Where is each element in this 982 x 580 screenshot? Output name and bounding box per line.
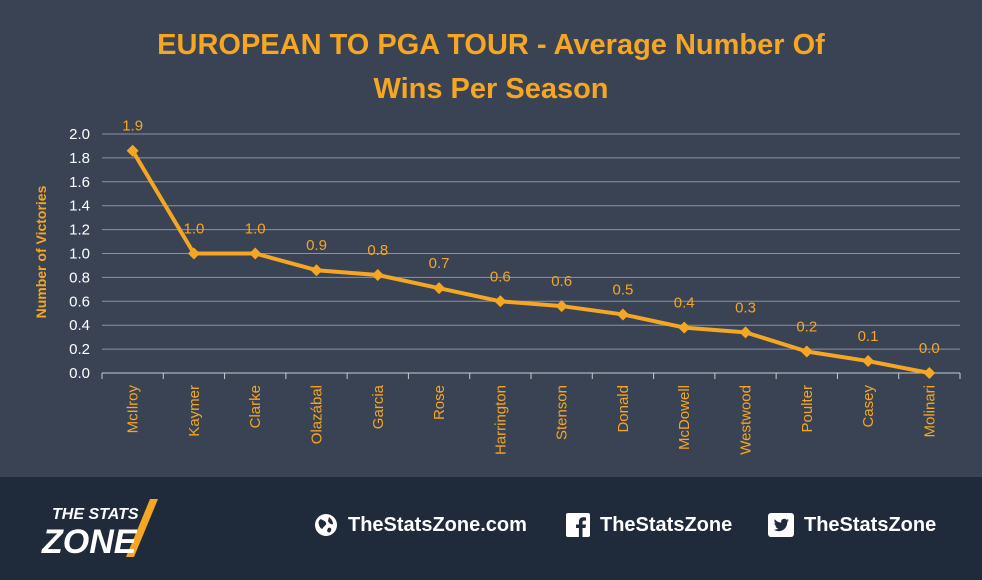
axis-layer: 0.0 0.2 0.4 0.6 0.8 1.0 1.2 1.4 1.6 1.8 2.0 McIlroy… [69, 126, 961, 455]
data-value-label: 1.0 [183, 221, 204, 238]
x-category-label: McIlroy [125, 385, 142, 434]
data-point-marker [371, 269, 384, 282]
data-value-label: 0.2 [796, 318, 817, 335]
x-category-label: Stenson [554, 385, 571, 440]
y-tick-label: 1.0 [69, 246, 90, 263]
data-point-marker [249, 247, 262, 260]
facebook-text: TheStatsZone [600, 513, 733, 536]
data-point-marker [678, 321, 691, 334]
data-point-marker [616, 308, 629, 321]
globe-icon [314, 513, 338, 537]
x-category-label: Clarke [247, 385, 264, 428]
data-point-marker [862, 355, 875, 368]
data-value-label: 0.8 [367, 242, 388, 259]
y-axis-label: Number of Victories [33, 185, 49, 318]
y-tick-label: 0.2 [69, 341, 90, 358]
x-category-label: Olazábal [309, 385, 326, 444]
data-point-marker [310, 264, 323, 277]
chart-title-line-2: Wins Per Season [373, 73, 608, 105]
y-tick-label: 2.0 [69, 126, 90, 143]
stats-zone-logo: THE STATS ZONE [38, 497, 208, 561]
chart-panel: EUROPEAN TO PGA TOUR - Average Number Of… [0, 0, 982, 477]
x-category-label: Donald [615, 385, 632, 433]
y-tick-label: 0.4 [69, 317, 90, 334]
data-point-marker [555, 300, 568, 313]
x-category-label: Garcia [370, 384, 387, 429]
website-link[interactable]: TheStatsZone.com [314, 513, 527, 537]
twitter-icon [768, 513, 794, 537]
x-category-label: Westwood [738, 385, 755, 455]
chart-title-line-1: EUROPEAN TO PGA TOUR - Average Number Of [157, 29, 825, 61]
y-tick-label: 1.8 [69, 150, 90, 167]
data-point-marker [126, 144, 139, 157]
twitter-text: TheStatsZone [804, 513, 937, 536]
data-value-label: 1.0 [245, 221, 266, 238]
svg-text:ZONE: ZONE [41, 523, 138, 561]
data-value-label: 0.6 [551, 273, 572, 290]
data-value-label: 0.6 [490, 268, 511, 285]
footer-bar: THE STATS ZONE TheStatsZone.com TheStats… [0, 477, 982, 580]
twitter-link[interactable]: TheStatsZone [768, 513, 936, 537]
series-layer [126, 144, 936, 379]
x-category-label: Molinari [921, 385, 938, 438]
data-point-marker [739, 326, 752, 339]
x-category-label: Kaymer [186, 385, 203, 437]
y-tick-label: 0.8 [69, 269, 90, 286]
data-point-marker [187, 247, 200, 260]
website-text: TheStatsZone.com [348, 513, 527, 536]
y-tick-label: 0.6 [69, 293, 90, 310]
x-category-label: Poulter [799, 385, 816, 433]
data-value-label: 0.9 [306, 237, 327, 254]
data-point-marker [800, 345, 813, 358]
x-category-label: McDowell [676, 385, 693, 450]
data-value-label: 0.5 [612, 281, 633, 298]
data-value-label: 0.0 [919, 340, 940, 357]
y-tick-label: 1.6 [69, 174, 90, 191]
svg-text:THE STATS: THE STATS [52, 506, 139, 523]
y-tick-label: 0.0 [69, 365, 90, 382]
data-point-marker [494, 295, 507, 308]
y-tick-label: 1.4 [69, 198, 90, 215]
x-category-label: Casey [860, 385, 877, 428]
data-value-label: 0.7 [429, 255, 450, 272]
data-value-label: 1.9 [122, 118, 143, 135]
series-line [130, 149, 930, 375]
x-category-label: Harrington [492, 385, 509, 455]
y-tick-label: 1.2 [69, 222, 90, 239]
line-chart: EUROPEAN TO PGA TOUR - Average Number Of… [33, 29, 961, 455]
data-value-label: 0.3 [735, 299, 756, 316]
data-value-label: 0.1 [858, 328, 879, 345]
data-point-marker [923, 367, 936, 379]
data-value-label: 0.4 [674, 295, 695, 312]
facebook-link[interactable]: TheStatsZone [566, 513, 732, 537]
facebook-icon [566, 513, 590, 537]
x-category-label: Rose [431, 385, 448, 420]
label-layer: 1.9 1.0 1.0 0.9 0.8 0.7 0.6 0.6 0.5 0.4 0.3 0.2 0.1 0… [122, 118, 940, 357]
data-point-marker [433, 282, 446, 295]
